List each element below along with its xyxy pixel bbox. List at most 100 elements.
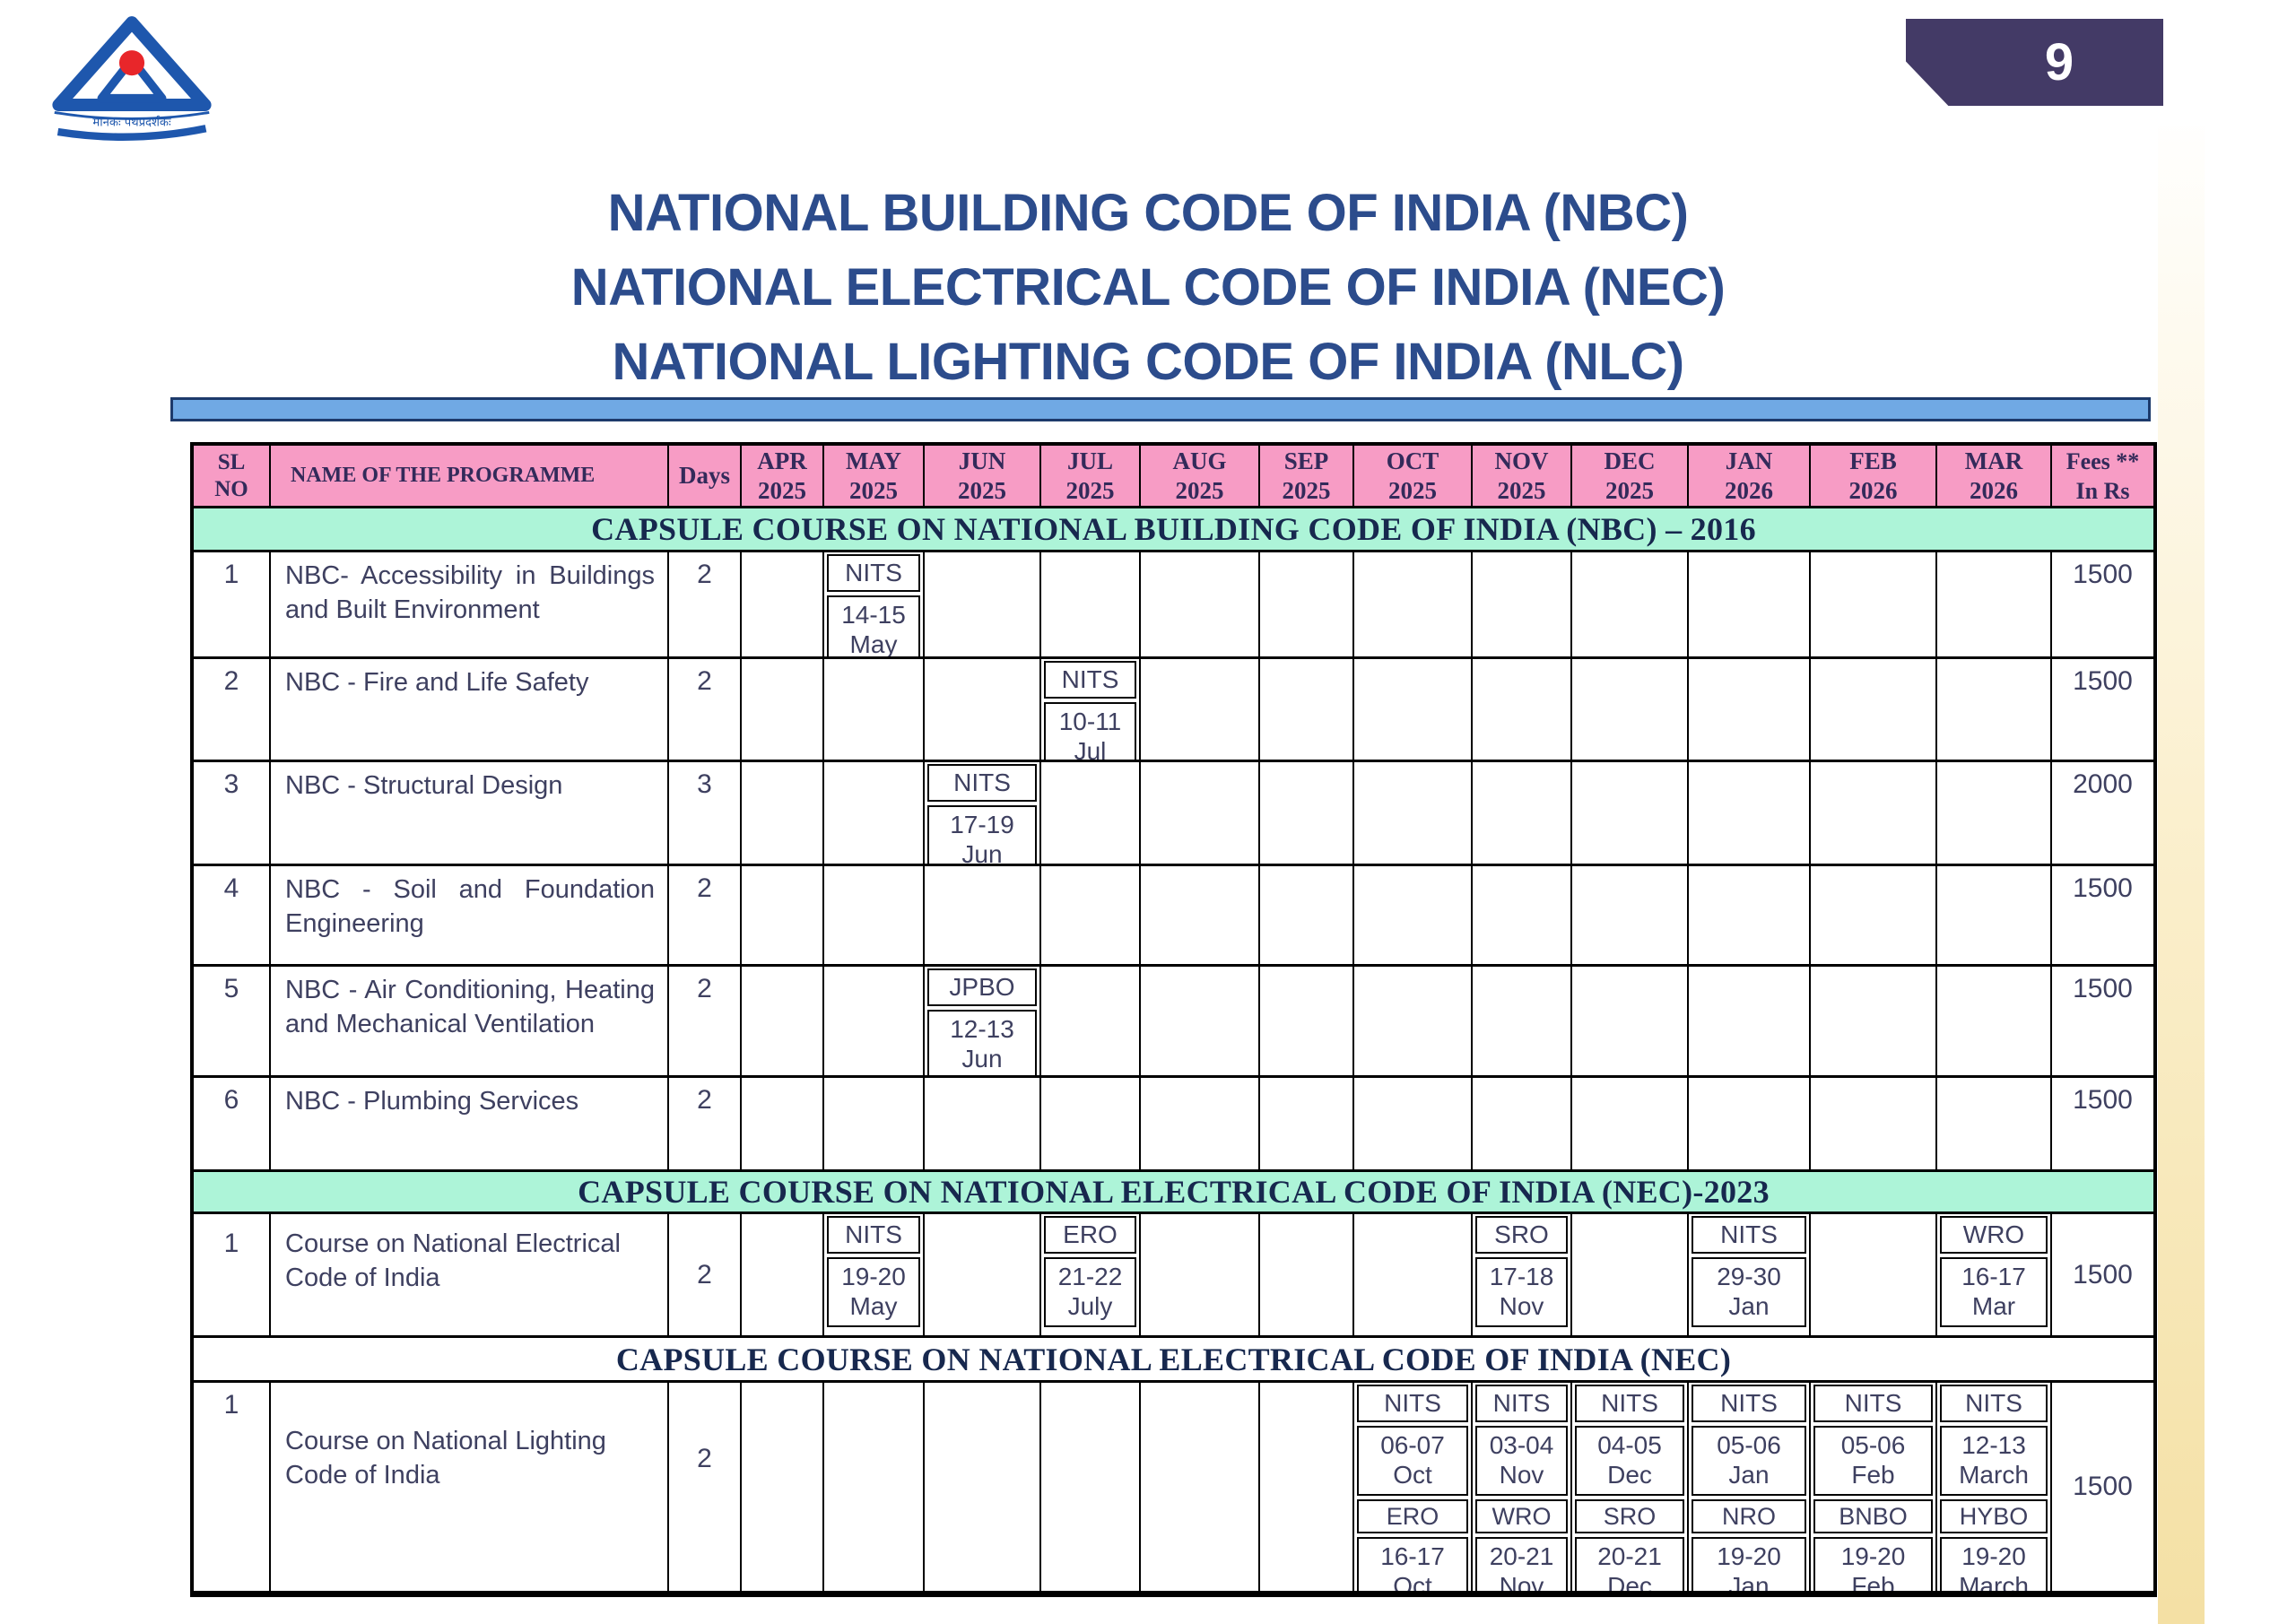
date-line: Dec xyxy=(1607,1572,1652,1594)
month-cell-apr xyxy=(742,866,824,967)
month-label: JUL xyxy=(1066,447,1113,474)
date-box: 20-21 Dec xyxy=(1575,1537,1684,1594)
divider-bar xyxy=(170,397,2151,421)
year-label: 2025 xyxy=(758,476,806,504)
venue-box: NITS xyxy=(1575,1385,1684,1422)
venue-box: NITS xyxy=(827,1216,920,1254)
header-days: Days xyxy=(669,446,742,508)
month-cell-apr xyxy=(742,1383,824,1594)
side-accent-strip xyxy=(2158,126,2205,1624)
month-cell-apr xyxy=(742,552,824,659)
date-line: March xyxy=(1959,1461,2029,1489)
fee-cell: 2000 xyxy=(2052,762,2153,866)
fee-cell: 1500 xyxy=(2052,866,2153,967)
month-cell-sep xyxy=(1260,1078,1354,1172)
schedule-entry: NITS 29-30 Jan xyxy=(1692,1216,1806,1327)
date-box: 19-20 Jan xyxy=(1692,1537,1806,1591)
office-box: WRO xyxy=(1475,1499,1568,1533)
month-cell-oct: NITS 06-07 Oct ERO 16-17 Oct xyxy=(1354,1383,1473,1594)
month-cell-oct xyxy=(1354,866,1473,967)
month-cell-sep xyxy=(1260,552,1354,659)
month-cell-dec xyxy=(1572,762,1689,866)
month-cell-oct xyxy=(1354,762,1473,866)
date-line: 19-20 xyxy=(1961,1542,2026,1570)
office-box: ERO xyxy=(1357,1499,1468,1533)
date-line: 06-07 xyxy=(1380,1431,1445,1459)
page-number-badge: 9 xyxy=(1906,19,2163,106)
header-month-dec: DEC 2025 xyxy=(1572,446,1689,508)
programme-name-cell: NBC - Fire and Life Safety xyxy=(271,659,669,762)
schedule-entry: NITS 06-07 Oct ERO 16-17 Oct xyxy=(1357,1385,1468,1591)
month-cell-jul: ERO 21-22 July xyxy=(1041,1214,1141,1338)
month-cell-jun: NITS 17-19 Jun xyxy=(925,762,1041,866)
month-label: MAY xyxy=(845,447,901,474)
month-cell-feb xyxy=(1811,659,1937,762)
year-label: 2025 xyxy=(1497,476,1546,504)
month-cell-dec xyxy=(1572,1078,1689,1172)
month-cell-jul xyxy=(1041,967,1141,1078)
sl-cell: 1 xyxy=(194,552,271,659)
header-month-feb: FEB 2026 xyxy=(1811,446,1937,508)
header-month-jan: JAN 2026 xyxy=(1689,446,1811,508)
date-line: 05-06 xyxy=(1717,1431,1781,1459)
date-line: Nov xyxy=(1499,1572,1544,1594)
month-cell-nov xyxy=(1473,659,1572,762)
year-label: 2026 xyxy=(1848,476,1898,504)
month-cell-feb xyxy=(1811,967,1937,1078)
venue-box: NITS xyxy=(1692,1385,1806,1422)
sl-cell: 1 xyxy=(194,1214,271,1338)
year-label: 2025 xyxy=(1175,476,1224,504)
date-box: 19-20 May xyxy=(827,1257,920,1327)
programme-name-cell: NBC - Structural Design xyxy=(271,762,669,866)
header-month-may: MAY 2025 xyxy=(824,446,925,508)
month-cell-jul xyxy=(1041,552,1141,659)
date-line: Jun xyxy=(961,840,1003,866)
month-cell-mar xyxy=(1937,762,2052,866)
date-line: Jan xyxy=(1728,1461,1770,1489)
year-label: 2025 xyxy=(1605,476,1654,504)
title-line-nec: NATIONAL ELECTRICAL CODE OF INDIA (NEC) xyxy=(570,258,1726,317)
month-cell-jan xyxy=(1689,762,1811,866)
date-line: 21-22 xyxy=(1057,1263,1123,1290)
date-line: 10-11 xyxy=(1058,708,1122,735)
venue-box: NITS xyxy=(927,764,1037,802)
month-cell-jun xyxy=(925,1383,1041,1594)
month-cell-feb xyxy=(1811,762,1937,866)
venue-box: ERO xyxy=(1044,1216,1136,1254)
month-cell-jan xyxy=(1689,866,1811,967)
programme-name-cell: NBC - Soil and Foundation Engineering xyxy=(271,866,669,967)
date-line: Jun xyxy=(961,1045,1003,1073)
days-cell: 2 xyxy=(669,866,742,967)
month-cell-aug xyxy=(1141,1383,1260,1594)
date-line: 12-13 xyxy=(950,1015,1014,1043)
month-label: OCT xyxy=(1386,447,1439,474)
year-label: 2026 xyxy=(1725,476,1773,504)
month-cell-jul: NITS 10-11 Jul xyxy=(1041,659,1141,762)
year-label: 2025 xyxy=(1388,476,1437,504)
fee-cell: 1500 xyxy=(2052,659,2153,762)
date-line: 20-21 xyxy=(1597,1542,1662,1570)
month-cell-jun xyxy=(925,1078,1041,1172)
month-cell-apr xyxy=(742,1214,824,1338)
date-box: 21-22 July xyxy=(1044,1257,1136,1327)
month-cell-aug xyxy=(1141,659,1260,762)
month-cell-jan: NITS 05-06 Jan NRO 19-20 Jan xyxy=(1689,1383,1811,1594)
programme-name-cell: Course on National Lighting Code of Indi… xyxy=(271,1383,669,1594)
days-cell: 2 xyxy=(669,659,742,762)
header-month-aug: AUG 2025 xyxy=(1141,446,1260,508)
date-box: 16-17 Oct xyxy=(1357,1537,1468,1591)
month-cell-aug xyxy=(1141,1078,1260,1172)
page-title: NATIONAL BUILDING CODE OF INDIA (NBC) NA… xyxy=(161,176,2135,399)
days-cell: 3 xyxy=(669,762,742,866)
month-cell-nov: NITS 03-04 Nov WRO 20-21 Nov xyxy=(1473,1383,1572,1594)
title-line-nlc: NATIONAL LIGHTING CODE OF INDIA (NLC) xyxy=(612,333,1684,391)
month-cell-sep xyxy=(1260,866,1354,967)
date-box: 05-06 Feb xyxy=(1813,1426,1933,1496)
date-line: July xyxy=(1067,1292,1113,1320)
month-cell-nov xyxy=(1473,866,1572,967)
logo-banner-top-edge xyxy=(54,111,210,120)
programme-name-cell: NBC - Air Conditioning, Heating and Mech… xyxy=(271,967,669,1078)
date-line: Jul xyxy=(1074,737,1107,762)
page-number: 9 xyxy=(2044,33,2074,91)
